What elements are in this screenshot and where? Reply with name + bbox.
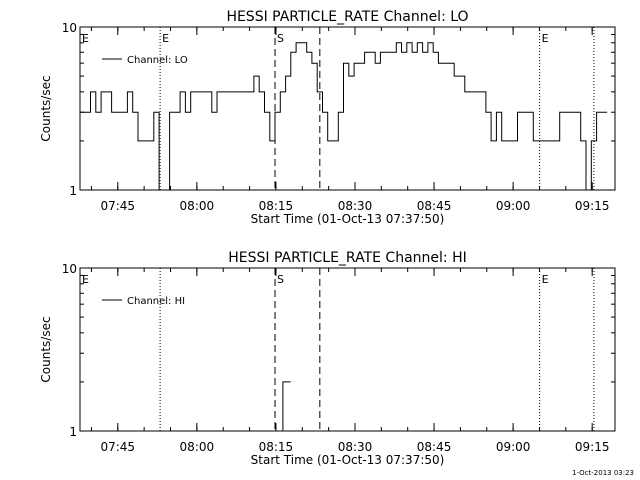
y-tick-label: 1 <box>69 184 77 198</box>
plot-frame <box>79 26 616 191</box>
event-label: E <box>162 32 169 45</box>
x-tick-label: 09:15 <box>575 199 610 213</box>
series-line <box>80 42 608 191</box>
event-label: E <box>82 32 89 45</box>
event-label: S <box>277 273 284 286</box>
x-tick-label: 08:15 <box>259 440 294 454</box>
x-tick-label: 08:30 <box>338 440 373 454</box>
plot-frame <box>79 267 616 432</box>
x-tick-label: 09:00 <box>496 199 531 213</box>
y-tick-label: 10 <box>62 21 77 35</box>
x-tick-label: 08:00 <box>180 199 215 213</box>
x-tick-label: 08:00 <box>180 440 215 454</box>
x-tick-label: 09:00 <box>496 440 531 454</box>
event-label: E <box>82 273 89 286</box>
chart-title: HESSI PARTICLE_RATE Channel: HI <box>228 250 466 266</box>
chart-title: HESSI PARTICLE_RATE Channel: LO <box>226 9 468 25</box>
x-tick-label: 08:15 <box>259 199 294 213</box>
event-label: E <box>542 273 549 286</box>
x-tick-label: 08:45 <box>417 440 452 454</box>
x-axis-label: Start Time (01-Oct-13 07:37:50) <box>251 212 445 226</box>
x-tick-label: 08:30 <box>338 199 373 213</box>
footer-timestamp: 1-Oct-2013 03:23 <box>571 469 634 477</box>
chart-panel-2: HESSI PARTICLE_RATE Channel: HI 1 10 07:45 0… <box>39 250 616 467</box>
y-axis-label: Counts/sec <box>39 75 53 141</box>
x-tick-label: 07:45 <box>100 440 135 454</box>
chart-panel-1: HESSI PARTICLE_RATE Channel: LO 1 10 07:45 0… <box>39 9 616 226</box>
y-axis-label: Counts/sec <box>39 316 53 382</box>
legend-label: Channel: HI <box>127 296 185 307</box>
event-label: S <box>277 32 284 45</box>
series-line <box>277 381 291 432</box>
x-tick-label: 08:45 <box>417 199 452 213</box>
legend-label: Channel: LO <box>127 55 188 66</box>
event-label: E <box>542 32 549 45</box>
x-tick-label: 09:15 <box>575 440 610 454</box>
y-tick-label: 10 <box>62 262 77 276</box>
y-tick-label: 1 <box>69 425 77 439</box>
x-axis-label: Start Time (01-Oct-13 07:37:50) <box>251 453 445 467</box>
x-tick-label: 07:45 <box>100 199 135 213</box>
